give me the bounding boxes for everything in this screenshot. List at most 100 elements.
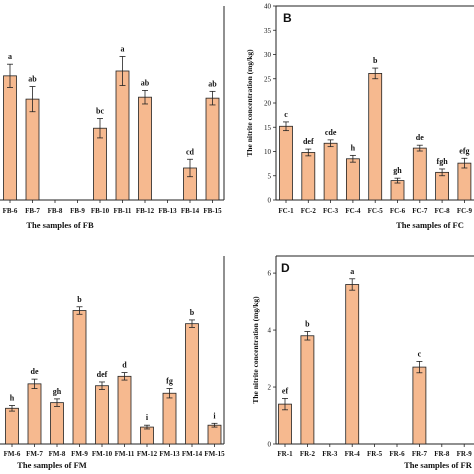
bar <box>301 152 316 201</box>
bar <box>300 335 315 445</box>
significance-label: c <box>284 110 288 119</box>
x-tick-label: FM-15 <box>204 450 225 458</box>
bar <box>162 392 177 445</box>
panel-fr-chart: D The nitrite concentration (mg/kg) The … <box>251 255 474 470</box>
y-tick-label: 0 <box>268 197 272 205</box>
x-tick-label: FB-15 <box>203 207 222 215</box>
x-tick-label: FR-2 <box>300 450 316 458</box>
x-tick-label: FC-8 <box>435 207 451 215</box>
x-tick-label: FC-1 <box>278 207 294 215</box>
significance-label: de <box>31 367 39 376</box>
x-tick-label: FM-13 <box>159 450 180 458</box>
bar <box>50 402 64 445</box>
bar <box>25 98 40 201</box>
y-tick-label: 2 <box>268 384 272 392</box>
significance-label: b <box>77 295 82 304</box>
bar <box>117 375 132 445</box>
bar <box>412 366 427 445</box>
bar <box>207 424 222 445</box>
significance-label: def <box>97 370 108 379</box>
significance-label: d <box>122 361 127 370</box>
significance-label: h <box>10 393 15 402</box>
y-tick-label: 4 <box>268 327 272 335</box>
x-tick-label: FB-14 <box>181 207 200 215</box>
bar <box>457 162 472 201</box>
significance-label: a <box>350 267 354 276</box>
x-tick-label: FB-12 <box>136 207 155 215</box>
x-tick-label: FC-4 <box>345 207 361 215</box>
x-tick-label: FM-7 <box>26 450 43 458</box>
y-tick-label: 6 <box>268 270 272 278</box>
x-tick-label: FR-1 <box>277 450 293 458</box>
x-tick-label: FM-14 <box>182 450 203 458</box>
x-tick-label: FB-11 <box>114 207 132 215</box>
significance-label: ab <box>208 79 217 88</box>
significance-label: b <box>305 319 310 328</box>
x-tick-label: FR-3 <box>322 450 338 458</box>
significance-label: a <box>121 44 125 53</box>
x-tick-label: FB-9 <box>70 207 85 215</box>
y-tick-label: 15 <box>264 124 272 132</box>
panel-label: B <box>283 11 292 25</box>
significance-label: cde <box>325 128 337 137</box>
significance-label: gh <box>53 387 62 396</box>
significance-label: ab <box>28 75 37 84</box>
significance-label: cd <box>186 147 195 156</box>
bar <box>279 125 293 201</box>
x-tick-label: FC-5 <box>368 207 384 215</box>
x-axis-label: The samples of FC <box>396 220 464 230</box>
significance-label: a <box>8 52 12 61</box>
x-tick-label: FR-7 <box>412 450 428 458</box>
y-tick-label: 30 <box>264 51 272 59</box>
bar <box>368 73 383 201</box>
x-tick-label: FB-13 <box>158 207 177 215</box>
panel-label: D <box>281 261 290 275</box>
significance-label: de <box>416 133 424 142</box>
significance-label: def <box>303 137 314 146</box>
significance-label: i <box>146 413 149 422</box>
bar <box>185 323 199 445</box>
x-tick-label: FB-6 <box>3 207 18 215</box>
x-axis-label: The samples of FR <box>404 460 473 470</box>
significance-label: b <box>373 56 378 65</box>
y-tick-label: 25 <box>264 75 272 83</box>
significance-label: bc <box>96 107 104 116</box>
bar <box>205 97 220 201</box>
significance-label: gh <box>393 166 402 175</box>
panel-fm-chart: The samples of FM h FM-6 de FM-7 gh FM-8 b FM-9… <box>0 256 225 470</box>
x-tick-label: FM-10 <box>92 450 113 458</box>
x-axis-label: The samples of FB <box>26 220 94 230</box>
y-tick-label: 10 <box>264 148 272 156</box>
bar <box>95 385 109 445</box>
bar <box>5 407 19 445</box>
bar <box>27 383 42 445</box>
y-tick-label: 0 <box>268 441 272 449</box>
significance-label: b <box>190 308 195 317</box>
significance-label: i <box>213 411 216 420</box>
x-tick-label: FC-2 <box>301 207 317 215</box>
y-axis-label: The nitrite concentration (mg/kg) <box>245 49 254 157</box>
y-axis-label: The nitrite concentration (mg/kg) <box>251 296 260 404</box>
x-tick-label: FM-6 <box>4 450 21 458</box>
significance-label: c <box>418 349 422 358</box>
bar <box>412 147 427 201</box>
x-tick-label: FM-9 <box>71 450 88 458</box>
x-tick-label: FC-9 <box>457 207 473 215</box>
x-tick-label: FB-7 <box>25 207 40 215</box>
bar <box>390 180 405 201</box>
significance-label: efg <box>459 146 469 155</box>
bar <box>323 142 338 201</box>
x-tick-label: FR-8 <box>434 450 450 458</box>
bar <box>115 70 130 201</box>
y-tick-label: 40 <box>264 3 272 11</box>
bar <box>345 158 360 201</box>
x-tick-label: FR-4 <box>345 450 361 458</box>
bar <box>140 426 154 445</box>
y-tick-label: 35 <box>264 27 272 35</box>
panel-fb-chart: The samples of FB a FB-6 ab FB-7 FB-8 FB-9 bc F… <box>0 6 225 230</box>
bar <box>3 75 17 201</box>
x-tick-label: FR-9 <box>457 450 473 458</box>
significance-label: h <box>351 143 356 152</box>
x-tick-label: FC-6 <box>390 207 406 215</box>
